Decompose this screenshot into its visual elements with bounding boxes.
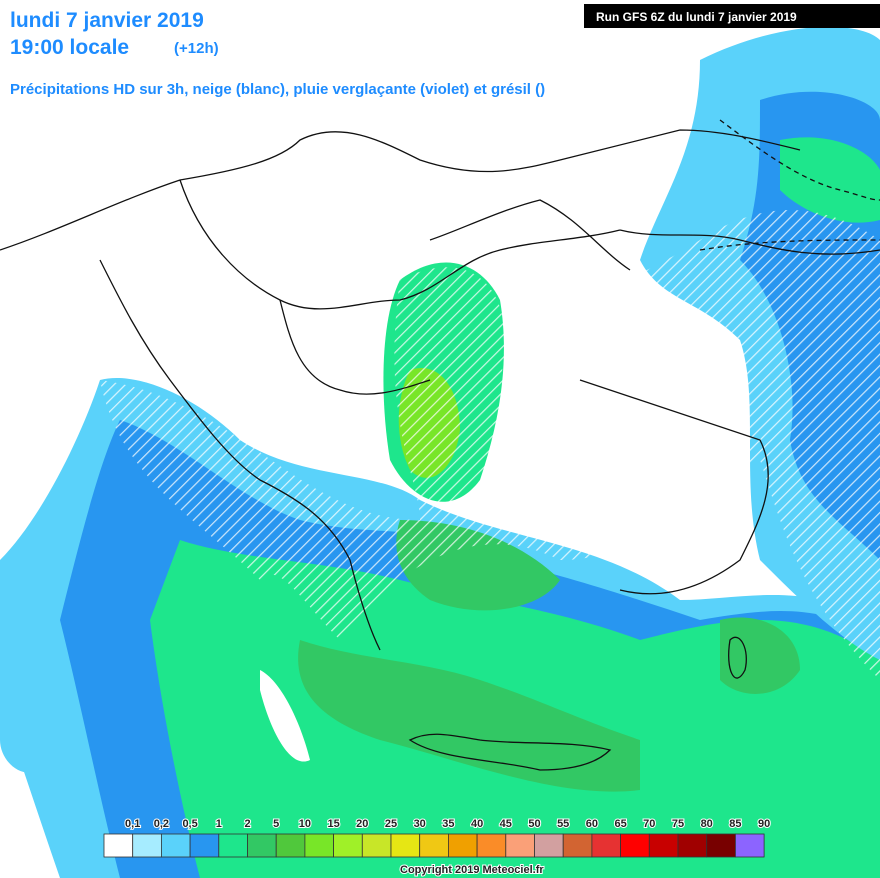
legend-label: 65 — [614, 818, 626, 830]
legend-swatch — [447, 833, 478, 858]
legend-label: 20 — [356, 818, 368, 830]
legend-label: 10 — [299, 818, 311, 830]
date: lundi 7 janvier 2019 — [10, 9, 204, 32]
legend-swatch — [419, 833, 449, 858]
legend-swatch — [648, 833, 679, 858]
legend-label: 40 — [471, 818, 483, 830]
legend-swatch — [591, 833, 622, 858]
legend-label: 90 — [758, 818, 770, 830]
legend-swatch — [132, 833, 162, 858]
legend-swatch — [706, 833, 736, 858]
legend-swatch — [476, 833, 507, 858]
copyright: Copyright 2019 Meteociel.fr — [400, 864, 544, 876]
legend-label: 1 — [216, 818, 222, 830]
legend-label: 70 — [643, 818, 655, 830]
legend-label: 25 — [385, 818, 397, 830]
legend: 0,1 0,2 0,5 1 2 5 10 15 20 25 30 35 40 45 50 55 60 65 70 75… — [103, 817, 771, 858]
legend-label: 0,5 — [182, 818, 197, 830]
legend-swatch — [735, 833, 765, 858]
legend-swatch — [160, 833, 191, 858]
legend-label: 0,1 — [125, 818, 140, 830]
offset: (+12h) — [174, 40, 219, 57]
legend-swatch — [247, 833, 277, 858]
legend-swatch — [620, 833, 650, 858]
legend-label: 35 — [442, 818, 454, 830]
legend-label: 85 — [729, 818, 741, 830]
legend-label: 0,2 — [154, 818, 169, 830]
subtitle: Précipitations HD sur 3h, neige (blanc),… — [10, 81, 545, 98]
legend-label: 30 — [414, 818, 426, 830]
legend-label: 2 — [244, 818, 250, 830]
legend-label: 55 — [557, 818, 569, 830]
legend-swatch — [218, 833, 248, 858]
legend-swatch — [534, 833, 564, 858]
borders — [0, 119, 880, 771]
legend-label: 80 — [701, 818, 713, 830]
legend-swatch — [275, 833, 306, 858]
legend-swatch — [304, 833, 334, 858]
legend-label: 75 — [672, 818, 684, 830]
legend-swatch — [390, 833, 421, 858]
legend-swatch — [562, 833, 593, 858]
legend-label: 15 — [327, 818, 339, 830]
legend-swatch — [333, 833, 363, 858]
time: 19:00 locale — [10, 36, 129, 59]
legend-swatch — [361, 833, 392, 858]
legend-label: 50 — [528, 818, 540, 830]
legend-label: 60 — [586, 818, 598, 830]
legend-swatch — [103, 833, 134, 858]
legend-swatch — [189, 833, 220, 858]
run-info: Run GFS 6Z du lundi 7 janvier 2019 — [596, 10, 797, 24]
run-box — [584, 4, 880, 28]
legend-swatch — [505, 833, 535, 858]
precipitation — [0, 26, 880, 878]
legend-swatch — [677, 833, 708, 858]
legend-label: 45 — [500, 818, 512, 830]
legend-label: 5 — [273, 818, 279, 830]
